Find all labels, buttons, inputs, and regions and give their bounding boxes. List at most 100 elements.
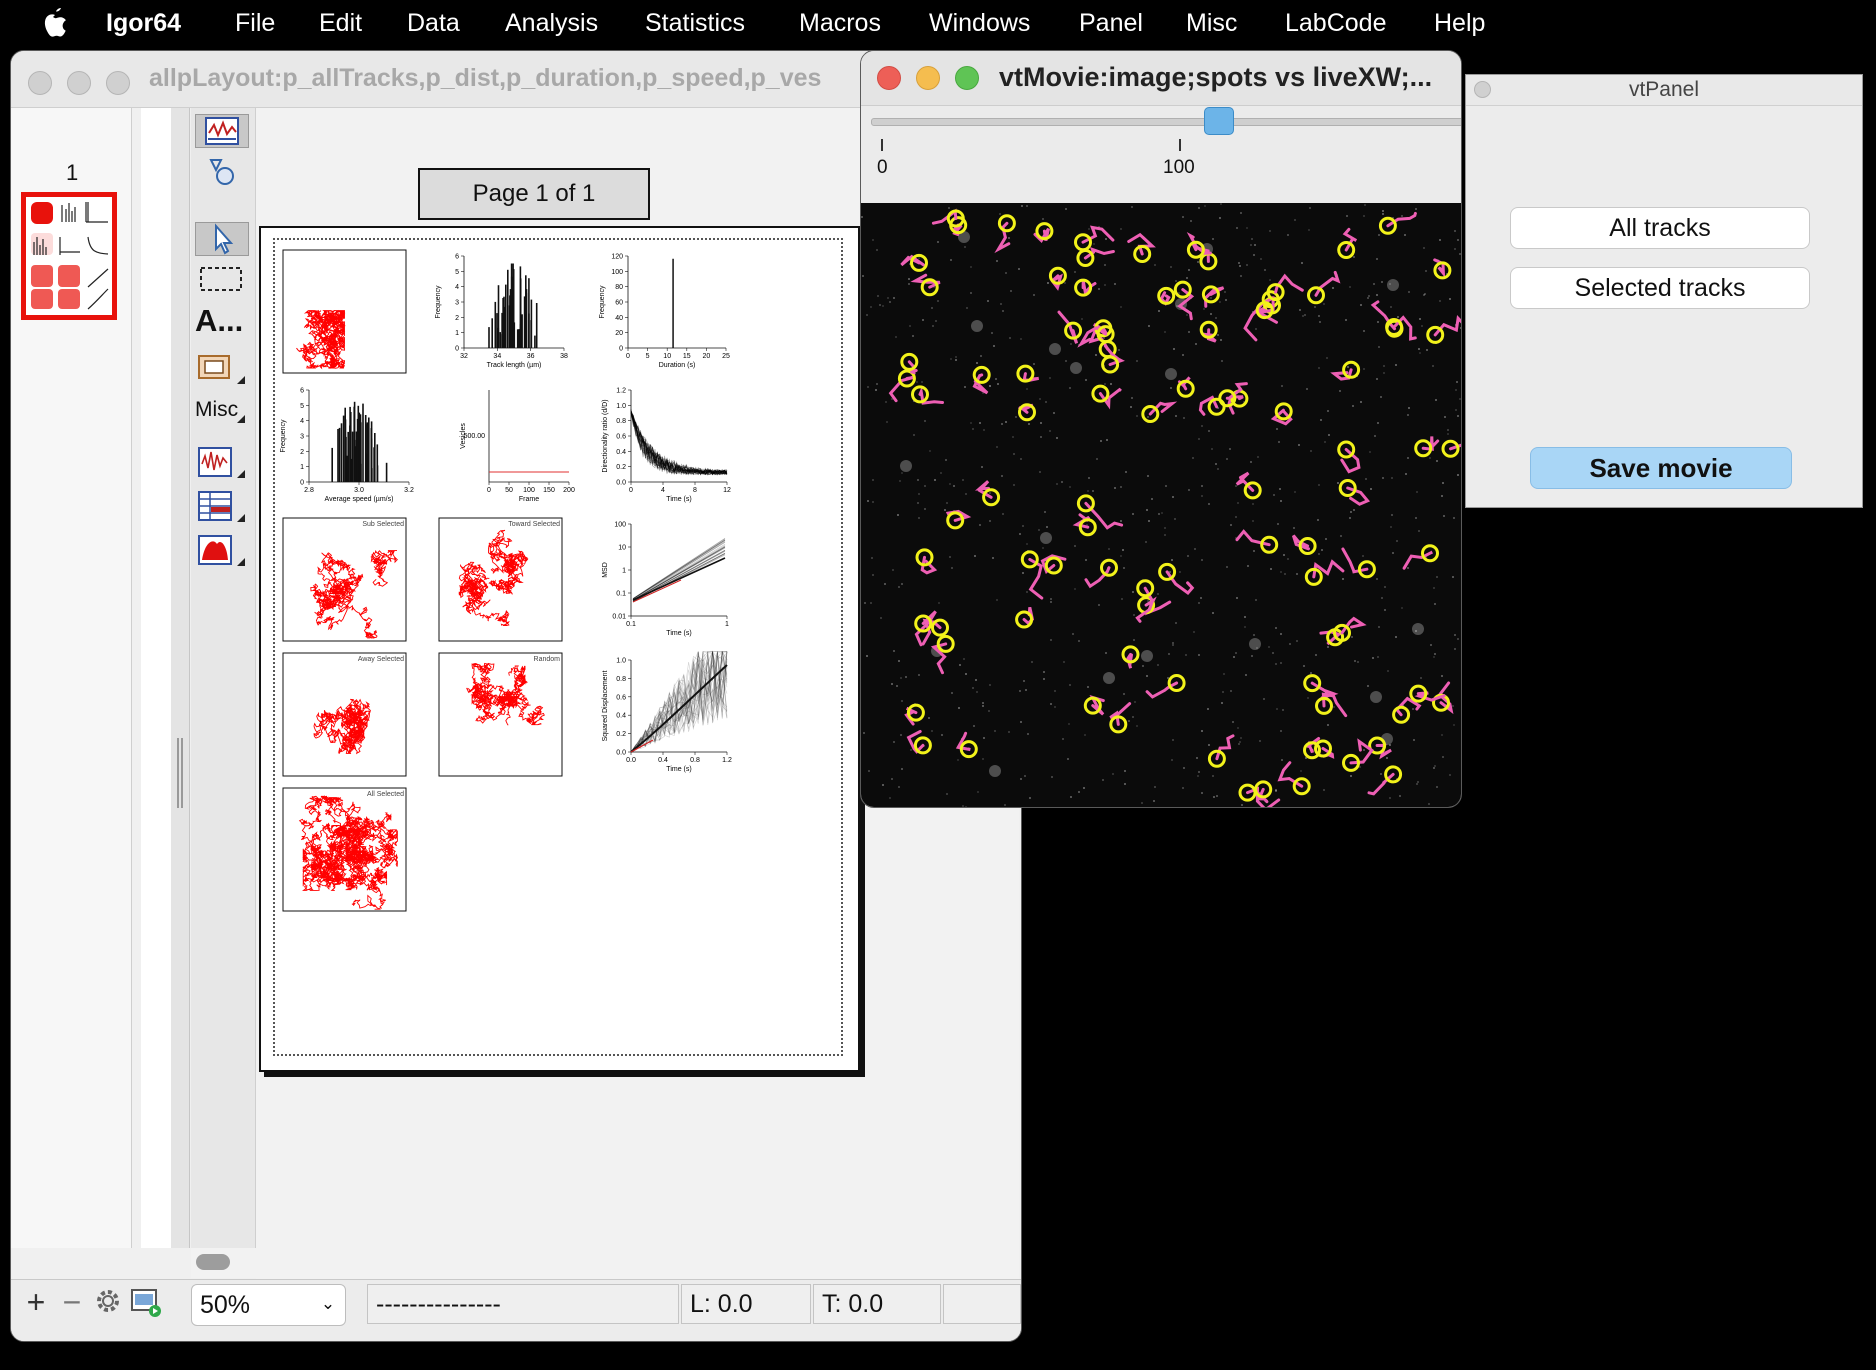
- noise-dot: [1062, 738, 1064, 740]
- noise-dot: [864, 602, 866, 604]
- noise-dot: [1346, 215, 1348, 217]
- panel-titlebar[interactable]: vtPanel: [1466, 75, 1862, 106]
- noise-dot: [1044, 511, 1046, 513]
- zoom-button[interactable]: [955, 66, 979, 90]
- noise-dot: [1453, 724, 1455, 726]
- menu-data[interactable]: Data: [407, 9, 460, 37]
- noise-dot: [891, 778, 893, 780]
- menu-labcode[interactable]: LabCode: [1285, 9, 1387, 37]
- slideshow-icon[interactable]: [129, 1286, 163, 1320]
- add-page-button[interactable]: +: [26, 1284, 46, 1320]
- spot-marker: [915, 548, 934, 567]
- y-tick-label: 0.0: [616, 480, 626, 487]
- x-tick-label: 0: [626, 353, 630, 360]
- pane-splitter[interactable]: [171, 108, 190, 1248]
- x-tick-label: 12: [723, 487, 731, 494]
- save-movie-button[interactable]: Save movie: [1530, 447, 1792, 489]
- menu-windows[interactable]: Windows: [929, 9, 1031, 37]
- menu-misc[interactable]: Misc: [1186, 9, 1238, 37]
- scroll-knob[interactable]: [196, 1254, 230, 1270]
- minimize-button[interactable]: [916, 66, 940, 90]
- menu-edit[interactable]: Edit: [319, 9, 363, 37]
- all-tracks-button[interactable]: All tracks: [1510, 207, 1810, 249]
- noise-dot: [1096, 458, 1098, 460]
- graph-mode-icon[interactable]: [195, 114, 249, 148]
- text-tool[interactable]: A...: [195, 303, 244, 338]
- menu-panel[interactable]: Panel: [1079, 9, 1143, 37]
- gizmo-object-icon[interactable]: [195, 534, 249, 568]
- noise-dot: [1433, 767, 1435, 769]
- frame-menu-triangle[interactable]: [237, 376, 245, 384]
- noise-dot: [879, 304, 881, 306]
- noise-dot: [1175, 280, 1177, 282]
- noise-dot: [1280, 730, 1282, 732]
- apple-icon[interactable]: [40, 6, 70, 40]
- drawing-mode-icon[interactable]: [195, 156, 249, 190]
- zoom-select[interactable]: 50% ⌄: [191, 1284, 346, 1326]
- menu-macros[interactable]: Macros: [799, 9, 881, 37]
- selected-tracks-button[interactable]: Selected tracks: [1510, 267, 1810, 309]
- noise-dot: [1074, 545, 1076, 547]
- noise-dot: [1439, 300, 1441, 302]
- noise-dot: [1449, 774, 1451, 776]
- noise-dot: [1208, 430, 1210, 432]
- close-button[interactable]: [28, 71, 52, 95]
- misc-menu-triangle[interactable]: [237, 415, 245, 423]
- noise-dot: [1245, 674, 1247, 676]
- noise-dot: [1065, 208, 1067, 210]
- horizontal-scrollbar[interactable]: [191, 1248, 1019, 1278]
- pointer-tool-icon[interactable]: [195, 222, 249, 256]
- close-button[interactable]: [877, 66, 901, 90]
- noise-dot: [1074, 271, 1076, 273]
- noise-dot: [1318, 367, 1320, 369]
- track-path: [313, 838, 363, 880]
- graph-object-icon[interactable]: [195, 446, 249, 480]
- noise-dot: [955, 356, 957, 358]
- gizmo-menu-triangle[interactable]: [237, 558, 245, 566]
- noise-dot: [901, 768, 903, 770]
- noise-dot: [918, 674, 920, 676]
- marquee-tool-icon[interactable]: [195, 262, 249, 296]
- series-line: [630, 651, 728, 753]
- table-object-icon[interactable]: [195, 490, 249, 524]
- movie-titlebar[interactable]: vtMovie:image;spots vs liveXW;...: [861, 51, 1461, 106]
- noise-dot: [1074, 588, 1076, 590]
- noise-dot: [1063, 661, 1065, 663]
- series-line: [630, 409, 728, 476]
- frame-slider-knob[interactable]: [1204, 107, 1234, 135]
- chevron-down-icon[interactable]: ⌄: [315, 1291, 341, 1317]
- close-button[interactable]: [1474, 81, 1491, 98]
- series-line: [630, 413, 728, 475]
- remove-page-button[interactable]: −: [62, 1284, 82, 1320]
- noise-dot: [1020, 458, 1022, 460]
- page-thumbnail[interactable]: [21, 192, 117, 320]
- table-menu-triangle[interactable]: [237, 514, 245, 522]
- series-line: [630, 411, 728, 475]
- menu-help[interactable]: Help: [1434, 9, 1486, 37]
- track-trail: [1203, 286, 1225, 308]
- noise-dot: [1399, 795, 1401, 797]
- noise-dot: [1114, 283, 1116, 285]
- graph-menu-triangle[interactable]: [237, 470, 245, 478]
- gear-icon[interactable]: [91, 1286, 125, 1320]
- movie-image[interactable]: [861, 203, 1461, 807]
- series-line: [632, 546, 726, 601]
- noise-dot: [1230, 524, 1232, 526]
- noise-dot: [1224, 291, 1226, 293]
- menu-file[interactable]: File: [235, 9, 276, 37]
- noise-dot: [1310, 450, 1312, 452]
- zoom-button[interactable]: [106, 71, 130, 95]
- minimize-button[interactable]: [67, 71, 91, 95]
- frame-tool-icon[interactable]: [195, 352, 249, 386]
- series-line: [632, 546, 726, 601]
- layout-titlebar[interactable]: allpLayout:p_allTracks,p_dist,p_duration…: [11, 51, 1021, 108]
- spot-marker: [1337, 241, 1356, 259]
- layout-page[interactable]: Sub Selected Toward Selected Away Selected…: [259, 226, 860, 1072]
- track-path: [314, 578, 352, 631]
- menu-statistics[interactable]: Statistics: [645, 9, 746, 37]
- misc-tool[interactable]: Misc: [195, 398, 239, 421]
- frame-slider-track[interactable]: [871, 118, 1461, 126]
- menu-analysis[interactable]: Analysis: [505, 9, 599, 37]
- menu-app[interactable]: Igor64: [106, 9, 182, 37]
- noise-dot: [1323, 303, 1325, 305]
